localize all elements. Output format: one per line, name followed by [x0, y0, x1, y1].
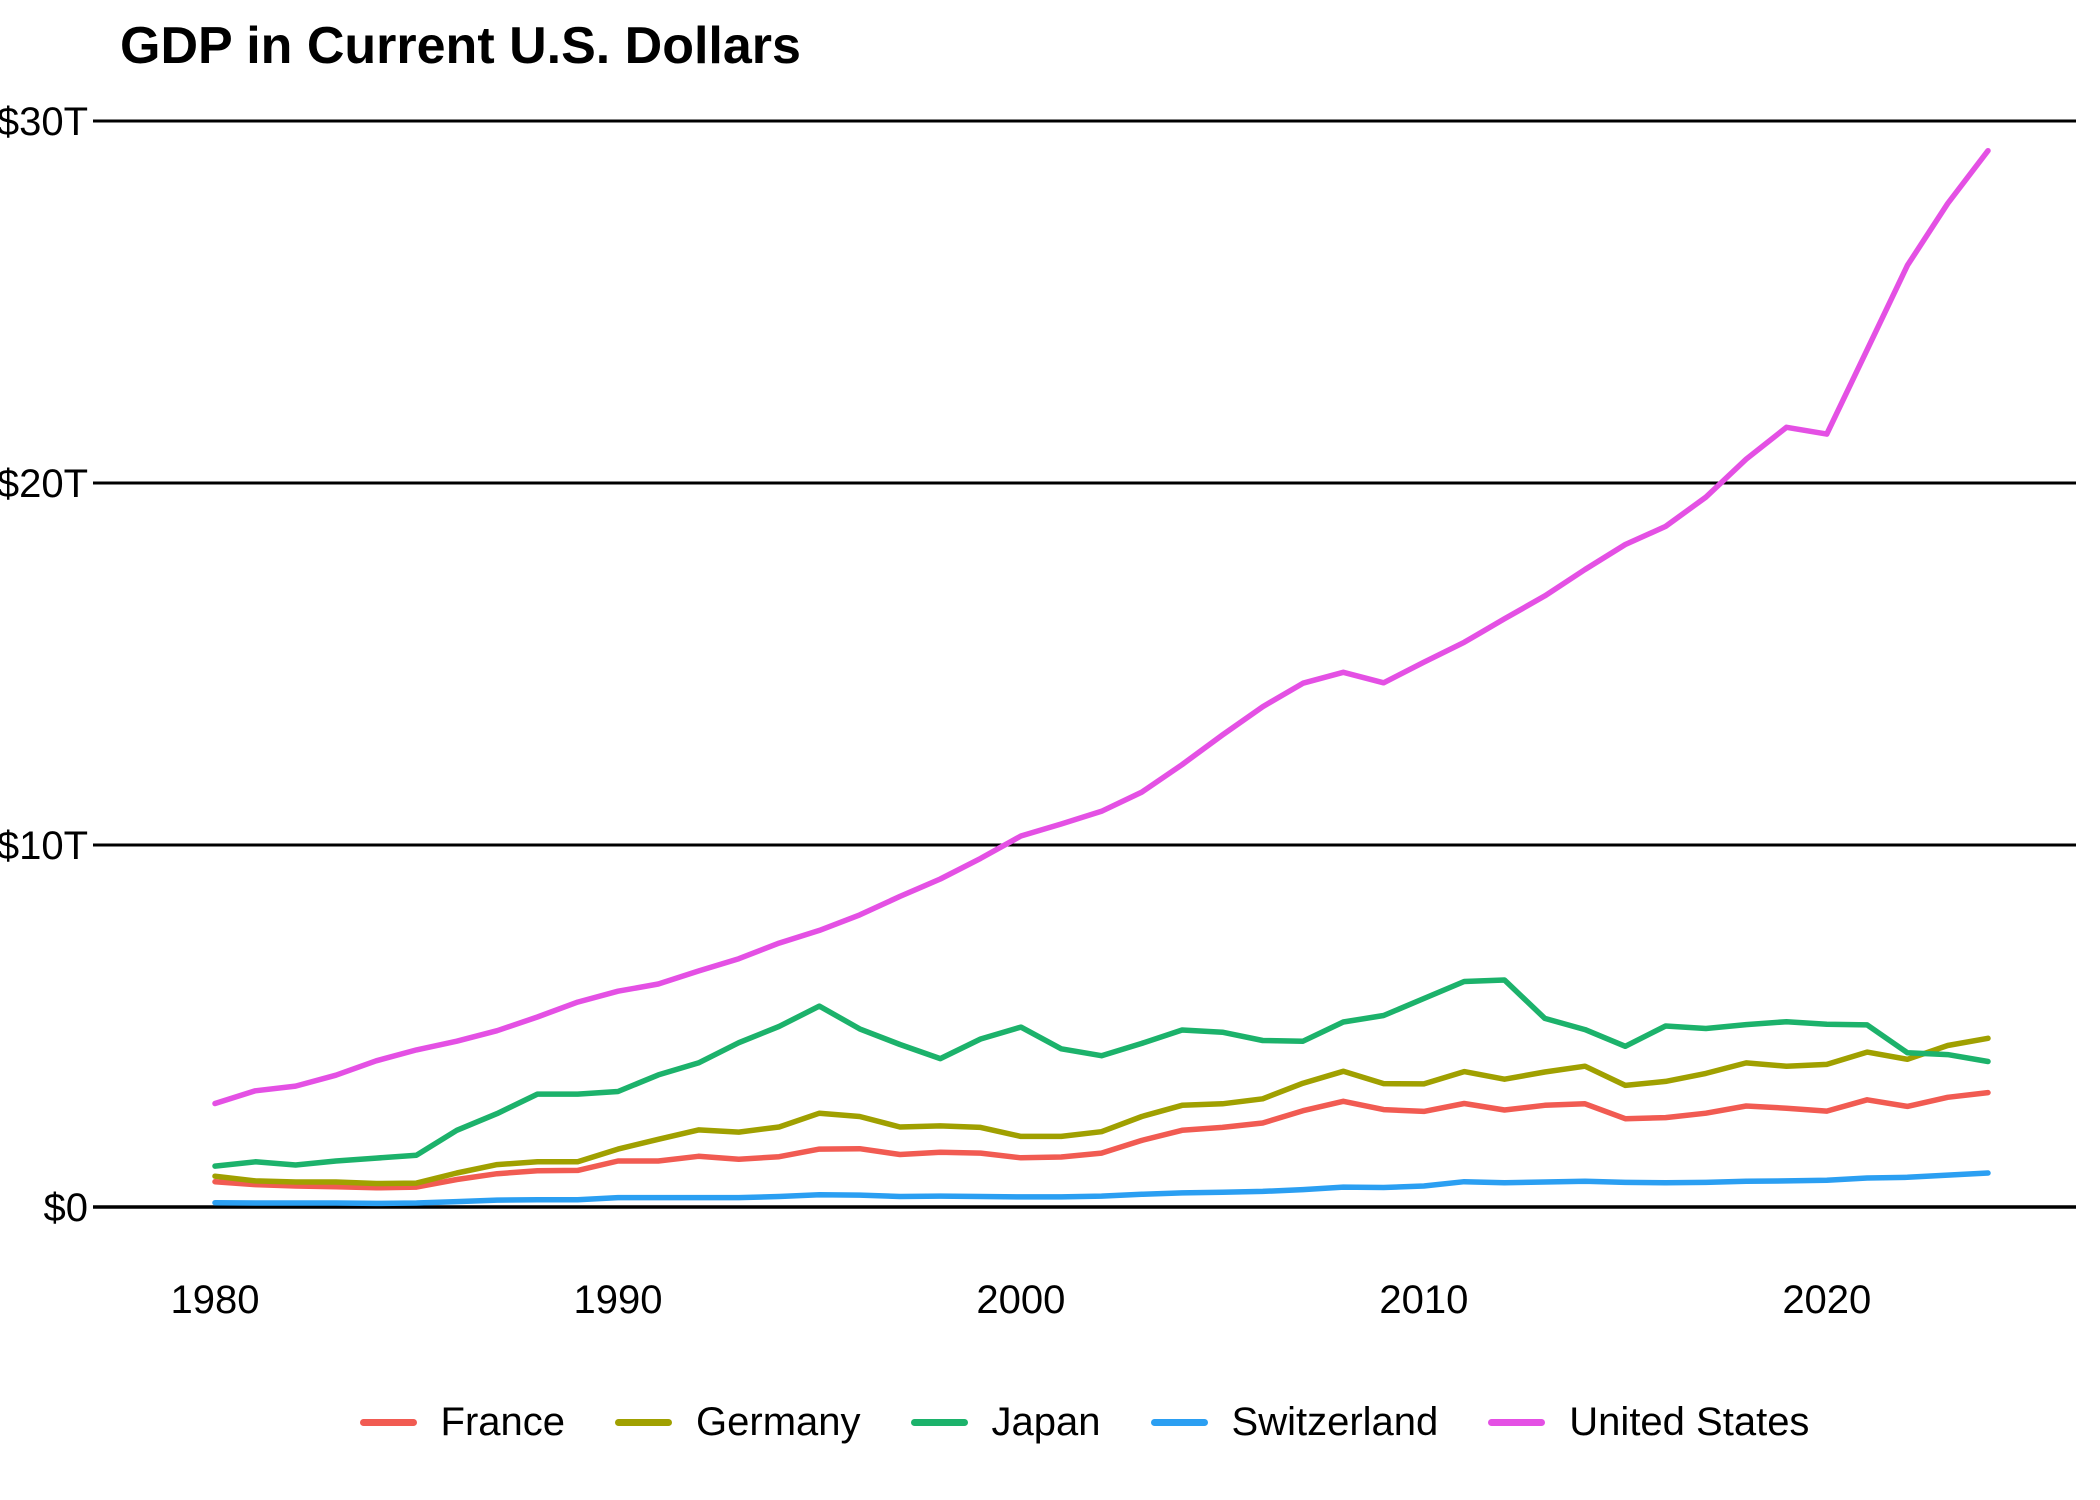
series-lines	[212, 147, 1991, 1207]
y-axis-labels: $0 $10T $20T $30T	[0, 100, 88, 1230]
gridlines	[93, 119, 2076, 1209]
legend-swatch-japan	[910, 1418, 968, 1426]
legend-swatch-united-states	[1488, 1418, 1546, 1426]
legend-swatch-switzerland	[1150, 1418, 1208, 1426]
legend-label-switzerland: Switzerland	[1231, 1400, 1439, 1444]
legend-item-switzerland: Switzerland	[1150, 1400, 1439, 1444]
legend-item-japan: Japan	[910, 1400, 1101, 1444]
y-tick-label: $20T	[0, 462, 88, 506]
series-line-france	[212, 1089, 1991, 1191]
x-tick-label: 2010	[1379, 1278, 1468, 1322]
y-tick-label: $30T	[0, 100, 88, 144]
x-tick-label: 2020	[1782, 1278, 1871, 1322]
series-line-germany	[212, 1035, 1991, 1187]
x-tick-label: 2000	[976, 1278, 1065, 1322]
x-tick-label: 1980	[171, 1278, 260, 1322]
legend-label-germany: Germany	[696, 1400, 861, 1444]
chart-legend: France Germany Japan Switzerland United …	[93, 1402, 2076, 1442]
x-tick-label: 1990	[573, 1278, 662, 1322]
legend-swatch-germany	[615, 1418, 673, 1426]
y-tick-label: $10T	[0, 824, 88, 868]
x-axis-labels: 1980 1990 2000 2010 2020	[171, 1278, 1872, 1322]
legend-item-united-states: United States	[1488, 1402, 1809, 1442]
legend-item-france: France	[359, 1400, 566, 1444]
legend-item-germany: Germany	[615, 1402, 861, 1442]
series-line-switzerland	[212, 1170, 1991, 1207]
legend-label-united-states: United States	[1569, 1400, 1810, 1444]
chart-title: GDP in Current U.S. Dollars	[120, 17, 801, 75]
legend-swatch-france	[359, 1418, 417, 1426]
series-line-united-states	[212, 147, 1991, 1107]
legend-label-japan: Japan	[991, 1400, 1101, 1444]
series-line-japan	[212, 977, 1991, 1169]
legend-label-france: France	[440, 1400, 566, 1444]
y-tick-label: $0	[44, 1186, 89, 1230]
